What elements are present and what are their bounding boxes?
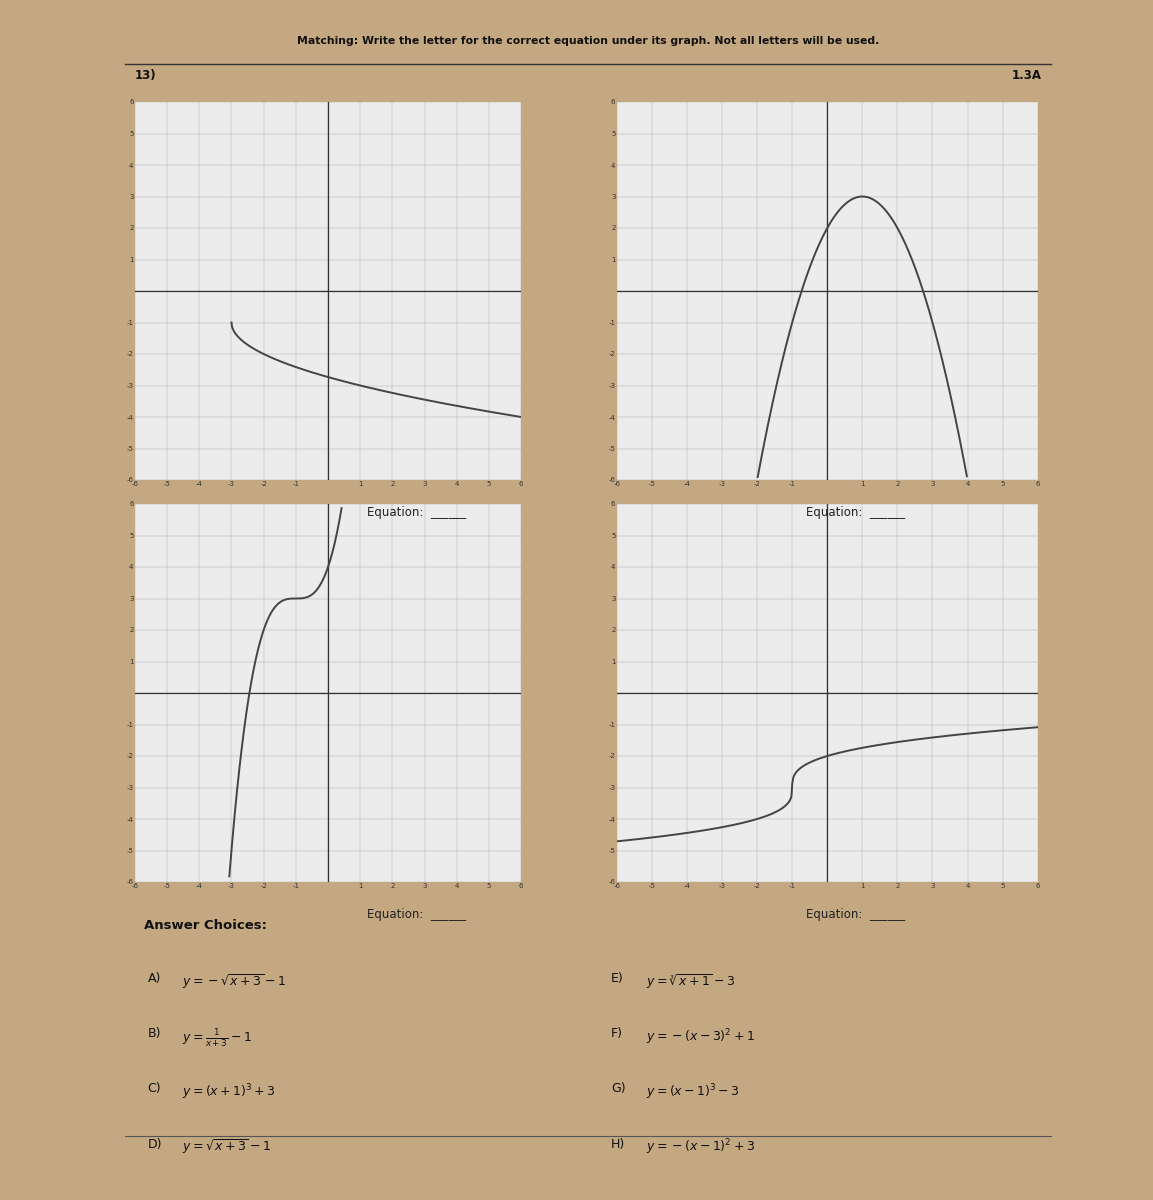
Text: $y = (x+1)^3+3$: $y = (x+1)^3+3$	[182, 1082, 276, 1102]
Text: $y = \frac{1}{x+3}-1$: $y = \frac{1}{x+3}-1$	[182, 1027, 253, 1049]
Text: Equation:  ______: Equation: ______	[806, 506, 905, 520]
Text: 1.3A: 1.3A	[1012, 68, 1042, 82]
Text: Equation:  ______: Equation: ______	[806, 908, 905, 922]
Text: C): C)	[148, 1082, 161, 1096]
Text: H): H)	[611, 1138, 625, 1151]
Text: $y = -(x-3)^2+1$: $y = -(x-3)^2+1$	[646, 1027, 755, 1046]
Text: Matching: Write the letter for the correct equation under its graph. Not all let: Matching: Write the letter for the corre…	[296, 36, 880, 46]
Text: $y = \sqrt[3]{x+1}-3$: $y = \sqrt[3]{x+1}-3$	[646, 972, 734, 991]
Text: E): E)	[611, 972, 624, 985]
Text: Equation:  ______: Equation: ______	[367, 506, 466, 520]
Text: D): D)	[148, 1138, 163, 1151]
Text: F): F)	[611, 1027, 623, 1040]
Text: B): B)	[148, 1027, 161, 1040]
Text: $y = -(x-1)^2+3$: $y = -(x-1)^2+3$	[646, 1138, 755, 1157]
Text: A): A)	[148, 972, 161, 985]
Text: Equation:  ______: Equation: ______	[367, 908, 466, 922]
Text: 13): 13)	[134, 68, 156, 82]
Text: $y = (x-1)^3-3$: $y = (x-1)^3-3$	[646, 1082, 739, 1102]
Text: $y = \sqrt{x+3}-1$: $y = \sqrt{x+3}-1$	[182, 1138, 271, 1157]
Text: Answer Choices:: Answer Choices:	[144, 919, 266, 932]
Text: $y = -\sqrt{x+3}-1$: $y = -\sqrt{x+3}-1$	[182, 972, 286, 991]
Text: G): G)	[611, 1082, 626, 1096]
